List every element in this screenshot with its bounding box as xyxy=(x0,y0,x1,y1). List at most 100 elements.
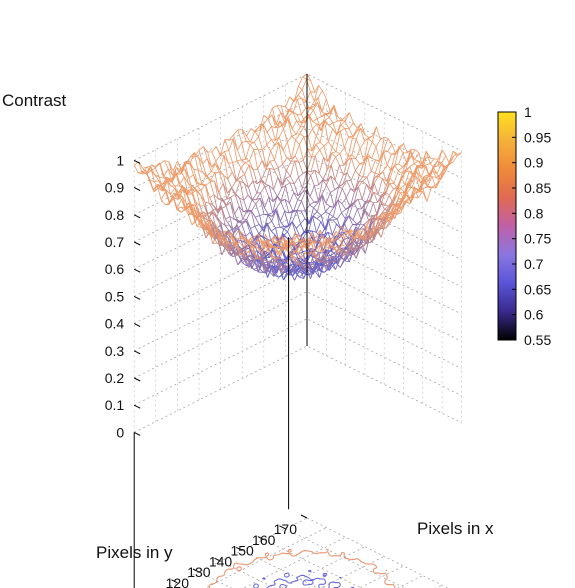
surface-line xyxy=(329,255,335,257)
surface-line xyxy=(154,180,159,183)
surface-line xyxy=(384,205,389,207)
surface-line xyxy=(327,237,333,245)
surface-line xyxy=(318,265,324,271)
surface-line xyxy=(426,188,432,202)
surface-line xyxy=(188,211,193,215)
surface-line xyxy=(301,186,307,193)
surface-line xyxy=(318,173,324,180)
surface-line xyxy=(325,98,331,112)
surface-line xyxy=(325,211,330,215)
surface-line xyxy=(288,255,294,264)
surface-line xyxy=(336,256,342,264)
surface-line xyxy=(269,160,275,170)
surface-line xyxy=(219,224,226,240)
surface-line xyxy=(246,210,252,220)
surface-line xyxy=(348,202,354,216)
surface-line xyxy=(244,164,250,175)
surface-line xyxy=(274,120,281,141)
surface-line xyxy=(427,170,433,175)
surface-line xyxy=(249,236,255,244)
surface-line xyxy=(279,211,286,222)
surface-line xyxy=(260,192,265,208)
surface-line xyxy=(368,202,374,217)
surface-line xyxy=(243,200,249,213)
surface-line xyxy=(285,96,291,108)
surface-line xyxy=(370,214,376,219)
surface-line xyxy=(234,241,240,246)
surface-line xyxy=(209,202,214,206)
wall-gridline xyxy=(134,236,462,324)
colorbar-tick-label: 0.55 xyxy=(524,332,551,348)
z-tick-mark xyxy=(133,431,141,436)
surface-line xyxy=(294,271,300,281)
surface-line xyxy=(310,267,316,280)
surface-line xyxy=(346,180,351,190)
surface-line xyxy=(291,128,297,135)
z-tick-label: 0.2 xyxy=(105,370,125,386)
surface-line xyxy=(337,188,343,201)
surface-line xyxy=(290,139,296,159)
surface-line xyxy=(299,276,304,279)
z-tick-label: 0.3 xyxy=(105,343,125,359)
surface-line xyxy=(316,118,322,132)
surface-line xyxy=(420,166,426,178)
surface-line xyxy=(352,137,357,140)
surface-line xyxy=(269,236,275,241)
surface-line xyxy=(332,218,338,221)
surface-line xyxy=(416,171,422,178)
y-tick-label: 120 xyxy=(166,575,190,588)
surface-line xyxy=(213,205,219,214)
surface-line xyxy=(397,173,403,189)
surface-line xyxy=(291,262,297,272)
surface-line xyxy=(299,136,305,145)
surface-line xyxy=(235,176,241,182)
surface-line xyxy=(155,162,160,169)
surface-line xyxy=(142,166,148,175)
surface-line xyxy=(281,240,287,249)
surface-line xyxy=(294,270,300,278)
surface-line xyxy=(280,235,287,244)
surface-line xyxy=(209,197,214,206)
surface-line xyxy=(338,248,344,253)
surface-line xyxy=(360,201,366,221)
z-tick-mark xyxy=(133,350,141,355)
surface-line xyxy=(365,230,371,244)
surface-line xyxy=(190,203,196,206)
surface-line xyxy=(372,213,377,219)
surface-line xyxy=(284,211,290,214)
surface-line xyxy=(297,192,303,201)
surface-line xyxy=(316,123,322,132)
surface-line xyxy=(414,159,419,162)
surface-line xyxy=(262,239,268,245)
surface-line xyxy=(412,171,417,176)
surface-line xyxy=(215,163,221,170)
base-gridline xyxy=(358,565,404,588)
surface-line xyxy=(261,235,267,240)
surface-line xyxy=(241,159,246,163)
z-tick-mark xyxy=(133,295,141,300)
surface-line xyxy=(321,259,327,263)
surface-line xyxy=(291,120,297,130)
surface-line xyxy=(277,167,283,185)
surface-line xyxy=(331,147,337,152)
surface-line xyxy=(277,177,283,186)
surface-line xyxy=(241,142,246,160)
surface-line xyxy=(186,189,192,195)
surface-line xyxy=(265,160,271,170)
surface-line xyxy=(428,166,434,182)
surface-line xyxy=(290,232,296,244)
surface-line xyxy=(335,151,341,155)
surface-line xyxy=(309,237,315,253)
surface-line xyxy=(345,242,351,248)
surface-line xyxy=(343,172,348,176)
surface-line xyxy=(201,174,207,186)
z-tick-label: 0 xyxy=(116,424,124,440)
surface-line xyxy=(214,180,220,193)
surface-line xyxy=(324,213,330,231)
surface-line xyxy=(266,139,272,146)
surface-line xyxy=(253,136,259,143)
surface-line xyxy=(437,160,442,163)
surface-line xyxy=(209,181,215,195)
surface-line xyxy=(404,196,410,202)
surface-line xyxy=(298,162,304,174)
